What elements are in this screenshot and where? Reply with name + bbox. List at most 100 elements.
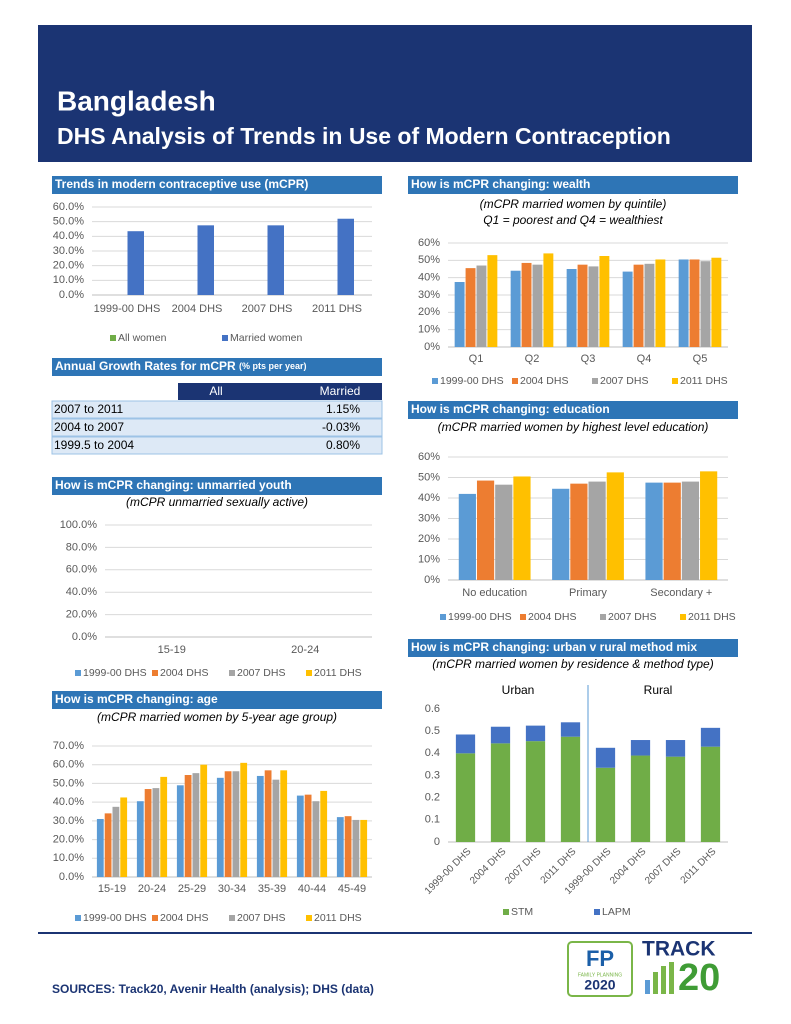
legend-label: 2007 DHS xyxy=(237,912,285,924)
y-tick-label: 60% xyxy=(418,237,440,249)
y-tick-label: 10.0% xyxy=(53,274,84,286)
x-tick-label: 30-34 xyxy=(218,883,246,895)
y-tick-label: 20.0% xyxy=(53,260,84,272)
logo-text: 20 xyxy=(678,957,720,999)
y-tick-label: 50.0% xyxy=(53,216,84,228)
bar xyxy=(320,790,328,877)
x-tick-label: 2004 DHS xyxy=(468,846,509,887)
bar-segment xyxy=(560,736,581,842)
legend-label: 1999-00 DHS xyxy=(448,611,512,623)
legend-label: 2004 DHS xyxy=(160,667,208,679)
bar xyxy=(232,771,240,877)
bar xyxy=(458,493,476,580)
legend-label: 2011 DHS xyxy=(314,667,362,679)
y-tick-label: 70.0% xyxy=(53,740,84,752)
y-tick-label: 0.1 xyxy=(425,814,440,826)
y-tick-label: 50% xyxy=(418,471,440,483)
table-title-note: (% pts per year) xyxy=(239,361,307,371)
bar xyxy=(681,481,700,580)
bar xyxy=(96,818,104,877)
group-label: Rural xyxy=(644,683,673,697)
y-tick-label: 50% xyxy=(418,254,440,266)
sources: SOURCES: Track20, Avenir Health (analysi… xyxy=(52,982,374,996)
bar xyxy=(700,471,718,580)
legend-label: Married women xyxy=(230,332,303,344)
row-label: 1999.5 to 2004 xyxy=(54,438,134,452)
y-tick-label: 40% xyxy=(418,492,440,504)
bar xyxy=(136,801,144,877)
bar xyxy=(454,282,465,347)
bar xyxy=(543,253,554,347)
legend-label: 1999-00 DHS xyxy=(83,912,147,924)
legend-swatch xyxy=(152,915,158,921)
y-tick-label: 10% xyxy=(418,324,440,336)
column-header: All xyxy=(209,384,222,398)
y-tick-label: 0% xyxy=(424,341,440,353)
chart-subtitle: (mCPR married women by residence & metho… xyxy=(432,657,713,671)
table-row xyxy=(51,436,383,455)
bar-segment xyxy=(525,725,546,742)
y-tick-label: 40.0% xyxy=(53,230,84,242)
legend-label: 1999-00 DHS xyxy=(83,667,147,679)
header-band xyxy=(38,25,752,162)
x-tick-label: No education xyxy=(462,587,527,599)
bar xyxy=(655,259,666,347)
y-tick-label: 0.0% xyxy=(72,631,97,643)
bar-segment xyxy=(455,734,476,754)
bar-segment xyxy=(665,740,686,757)
bar xyxy=(487,255,498,347)
bar xyxy=(176,785,184,877)
page-subtitle: DHS Analysis of Trends in Use of Modern … xyxy=(57,123,671,149)
chart-subtitle: (mCPR married women by quintile) xyxy=(480,197,667,211)
x-tick-label: 15-19 xyxy=(98,883,126,895)
logo-text: 2020 xyxy=(584,977,615,993)
logo-text: TRACK xyxy=(642,938,716,961)
chart-subtitle: (mCPR married women by 5-year age group) xyxy=(97,710,337,724)
bar-segment xyxy=(595,747,616,768)
bar-segment xyxy=(525,741,546,842)
legend-swatch xyxy=(672,378,678,384)
bar-segment xyxy=(595,767,616,842)
bar xyxy=(200,764,208,877)
bar xyxy=(633,264,644,347)
page-title: Bangladesh xyxy=(57,85,216,116)
x-tick-label: 1999-00 DHS xyxy=(423,846,474,897)
bar xyxy=(144,789,152,877)
bar xyxy=(476,265,487,347)
row-label: 2007 to 2011 xyxy=(54,402,124,416)
y-tick-label: 50.0% xyxy=(53,777,84,789)
x-tick-label: 2011 DHS xyxy=(679,846,719,886)
legend-swatch xyxy=(229,915,235,921)
table-title: Annual Growth Rates for mCPR (% pts per … xyxy=(55,359,307,373)
y-tick-label: 60% xyxy=(418,451,440,463)
bar xyxy=(224,771,232,877)
legend-label: 2011 DHS xyxy=(680,375,728,387)
bar xyxy=(532,264,543,347)
x-tick-label: 20-24 xyxy=(291,644,319,656)
legend-swatch xyxy=(512,378,518,384)
row-value: -0.03% xyxy=(322,420,360,434)
chart-subtitle: Q1 = poorest and Q4 = wealthiest xyxy=(483,213,663,227)
bar xyxy=(552,488,570,580)
y-tick-label: 60.0% xyxy=(53,201,84,213)
legend-swatch xyxy=(440,614,446,620)
logo-frame xyxy=(567,941,633,997)
y-tick-label: 0 xyxy=(434,836,440,848)
y-tick-label: 10.0% xyxy=(53,852,84,864)
legend-label: LAPM xyxy=(602,906,631,918)
x-tick-label: 2007 DHS xyxy=(643,846,684,887)
group-label: Urban xyxy=(502,683,535,697)
legend-swatch xyxy=(152,670,158,676)
bar xyxy=(622,271,633,347)
legend-label: 2004 DHS xyxy=(520,375,568,387)
table-row xyxy=(51,400,383,419)
y-tick-label: 100.0% xyxy=(60,519,98,531)
bar xyxy=(570,483,588,580)
x-tick-label: 35-39 xyxy=(258,883,286,895)
y-tick-label: 0.4 xyxy=(425,747,440,759)
bar xyxy=(678,259,689,347)
section-bar xyxy=(52,176,382,194)
section-bar xyxy=(408,176,738,194)
y-tick-label: 10% xyxy=(418,553,440,565)
legend-swatch xyxy=(75,670,81,676)
